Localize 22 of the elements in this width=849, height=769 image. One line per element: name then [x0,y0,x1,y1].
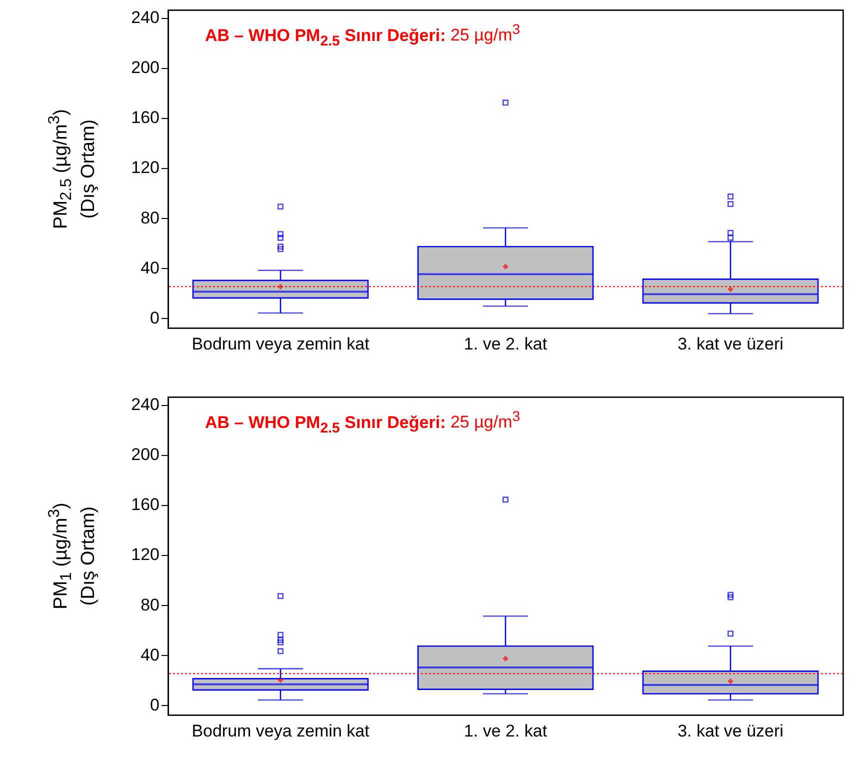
y-tick-label: 40 [140,645,160,664]
y-tick-label: 160 [131,495,160,514]
x-tick-label: Bodrum veya zemin kat [192,722,370,740]
x-tick-label: 1. ve 2. kat [464,334,548,354]
y-tick-label: 200 [131,445,160,464]
y-tick-label: 200 [131,58,160,78]
annotation: AB – WHO PM$_{2.5}$ Sınır Değeri: 25 µg/m$^{3}$ [205,22,520,50]
x-tick-label: 3. kat ve üzeri [678,722,784,740]
annotation: AB – WHO PM$_{2.5}$ Sınır Değeri: 25 µg/m$^{3}$ [205,409,520,436]
y-tick-label: 80 [140,208,160,228]
y-tick-label: 160 [131,108,160,128]
x-tick-label: Bodrum veya zemin kat [192,334,370,354]
x-tick-label: 1. ve 2. kat [464,722,548,740]
y-tick-label: 120 [131,158,160,178]
y-tick-label: 240 [131,395,160,414]
y-tick-label: 0 [150,308,160,328]
y-tick-label: 40 [140,258,160,278]
y-tick-label: 120 [131,545,160,564]
y-tick-label: 240 [131,8,160,28]
y-tick-label: 0 [150,695,160,714]
y-tick-label: 80 [140,595,160,614]
x-tick-label: 3. kat ve üzeri [678,334,784,354]
